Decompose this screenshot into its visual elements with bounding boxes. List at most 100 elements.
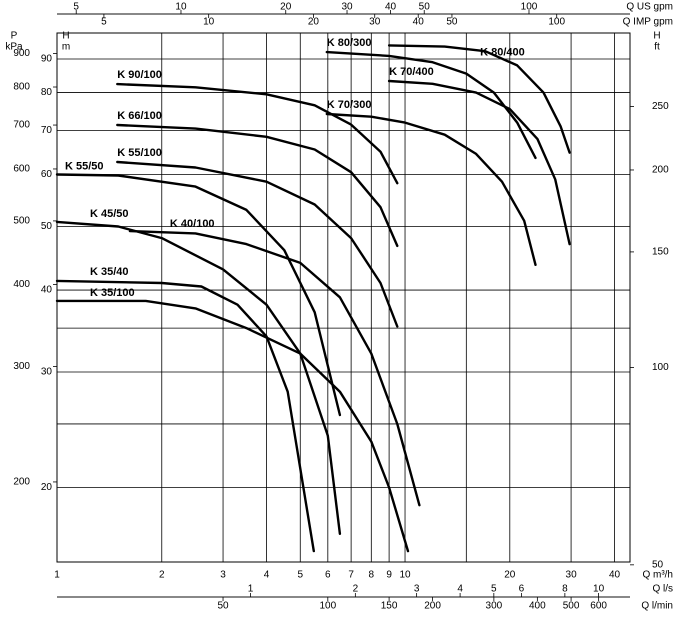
secondary-axis-title: Q IMP gpm — [623, 17, 673, 28]
secondary-tick-label: 150 — [652, 247, 669, 258]
secondary-tick-label: 5 — [101, 17, 107, 28]
curve-label: K 45/50 — [90, 208, 129, 220]
secondary-tick-label: 1 — [248, 584, 254, 595]
secondary-tick-label: 100 — [319, 601, 336, 612]
pump-curve — [325, 50, 537, 160]
pump-curve — [55, 279, 315, 553]
secondary-tick-label: 10 — [203, 17, 215, 28]
y-axis-title: m — [62, 42, 70, 53]
curve-label: K 35/100 — [90, 287, 135, 299]
secondary-axis-title: Q US gpm — [626, 2, 673, 13]
secondary-tick-label: 50 — [217, 601, 229, 612]
curve-label: K 66/100 — [117, 110, 162, 122]
curve-label: K 70/300 — [327, 99, 372, 111]
y-tick-label: 90 — [41, 54, 53, 65]
x-tick-label: 9 — [386, 570, 392, 581]
y-axis-title: H — [62, 31, 69, 42]
secondary-tick-label: 5 — [491, 584, 497, 595]
x-tick-label: 7 — [348, 570, 354, 581]
curve-label: K 80/400 — [480, 46, 525, 58]
curve-label: K 70/400 — [389, 66, 434, 78]
x-tick-label: 6 — [325, 570, 331, 581]
pump-curve — [116, 82, 399, 185]
secondary-tick-label: 100 — [652, 362, 669, 373]
secondary-tick-label: 50 — [446, 17, 458, 28]
secondary-tick-label: 20 — [280, 2, 292, 13]
secondary-tick-label: 50 — [652, 559, 664, 570]
secondary-tick-label: 200 — [13, 477, 30, 488]
secondary-tick-label: 30 — [341, 2, 353, 13]
y-tick-label: 40 — [41, 285, 53, 296]
x-tick-label: 8 — [369, 570, 375, 581]
pump-curve — [116, 160, 399, 328]
curve-label: K 35/40 — [90, 266, 129, 278]
pump-curve — [116, 123, 399, 248]
secondary-tick-label: 150 — [381, 601, 398, 612]
y-tick-label: 80 — [41, 87, 53, 98]
secondary-tick-label: 2 — [353, 584, 359, 595]
secondary-tick-label: 4 — [457, 584, 463, 595]
secondary-tick-label: 100 — [548, 17, 565, 28]
secondary-axis-title: Q l/min — [641, 601, 673, 612]
curve-label: K 90/100 — [117, 69, 162, 81]
secondary-axis-title: Q l/s — [652, 584, 673, 595]
secondary-tick-label: 500 — [563, 601, 580, 612]
y-tick-label: 60 — [41, 169, 53, 180]
secondary-tick-label: 200 — [424, 601, 441, 612]
y-tick-label: 50 — [41, 221, 53, 232]
y-tick-label: 30 — [41, 367, 53, 378]
secondary-tick-label: 6 — [519, 584, 525, 595]
pump-curve — [55, 299, 410, 553]
secondary-axis-title: ft — [654, 42, 660, 53]
curve-label: K 40/100 — [170, 218, 215, 230]
secondary-axis-title: H — [653, 31, 660, 42]
secondary-tick-label: 250 — [652, 101, 669, 112]
x-tick-label: 40 — [609, 570, 621, 581]
pump-curve — [387, 44, 571, 154]
secondary-tick-label: 300 — [486, 601, 503, 612]
x-tick-label: 4 — [264, 570, 270, 581]
secondary-tick-label: 400 — [529, 601, 546, 612]
secondary-tick-label: 600 — [590, 601, 607, 612]
x-tick-label: 20 — [504, 570, 516, 581]
secondary-tick-label: 8 — [562, 584, 568, 595]
x-tick-label: 2 — [159, 570, 165, 581]
pump-curve — [325, 112, 537, 266]
x-tick-label: 10 — [399, 570, 411, 581]
pump-curve — [128, 229, 421, 507]
secondary-tick-label: 50 — [419, 2, 431, 13]
secondary-tick-label: 700 — [13, 120, 30, 131]
secondary-tick-label: 40 — [413, 17, 425, 28]
pump-curve — [55, 220, 342, 535]
pump-curve — [387, 79, 571, 246]
pump-curve — [55, 173, 342, 417]
secondary-tick-label: 3 — [414, 584, 420, 595]
curve-label: K 80/300 — [327, 37, 372, 49]
secondary-tick-label: 600 — [13, 164, 30, 175]
secondary-tick-label: 20 — [308, 17, 320, 28]
secondary-tick-label: 200 — [652, 165, 669, 176]
secondary-tick-label: 400 — [13, 279, 30, 290]
secondary-tick-label: 5 — [73, 2, 79, 13]
curve-label: K 55/50 — [65, 160, 104, 172]
x-tick-label: 3 — [220, 570, 226, 581]
secondary-tick-label: 500 — [13, 216, 30, 227]
secondary-axis-title: P — [11, 31, 18, 42]
x-tick-label: 30 — [566, 570, 578, 581]
secondary-tick-label: 10 — [593, 584, 605, 595]
secondary-tick-label: 30 — [369, 17, 381, 28]
secondary-tick-label: 40 — [385, 2, 397, 13]
secondary-axis-title: kPa — [5, 42, 23, 53]
curve-label: K 55/100 — [117, 147, 162, 159]
secondary-tick-label: 10 — [175, 2, 187, 13]
x-axis-title: Q m³/h — [642, 570, 673, 581]
x-tick-label: 5 — [297, 570, 303, 581]
y-tick-label: 20 — [41, 482, 53, 493]
x-tick-label: 1 — [54, 570, 60, 581]
y-tick-label: 70 — [41, 125, 53, 136]
secondary-tick-label: 300 — [13, 361, 30, 372]
secondary-tick-label: 100 — [521, 2, 538, 13]
secondary-tick-label: 800 — [13, 82, 30, 93]
